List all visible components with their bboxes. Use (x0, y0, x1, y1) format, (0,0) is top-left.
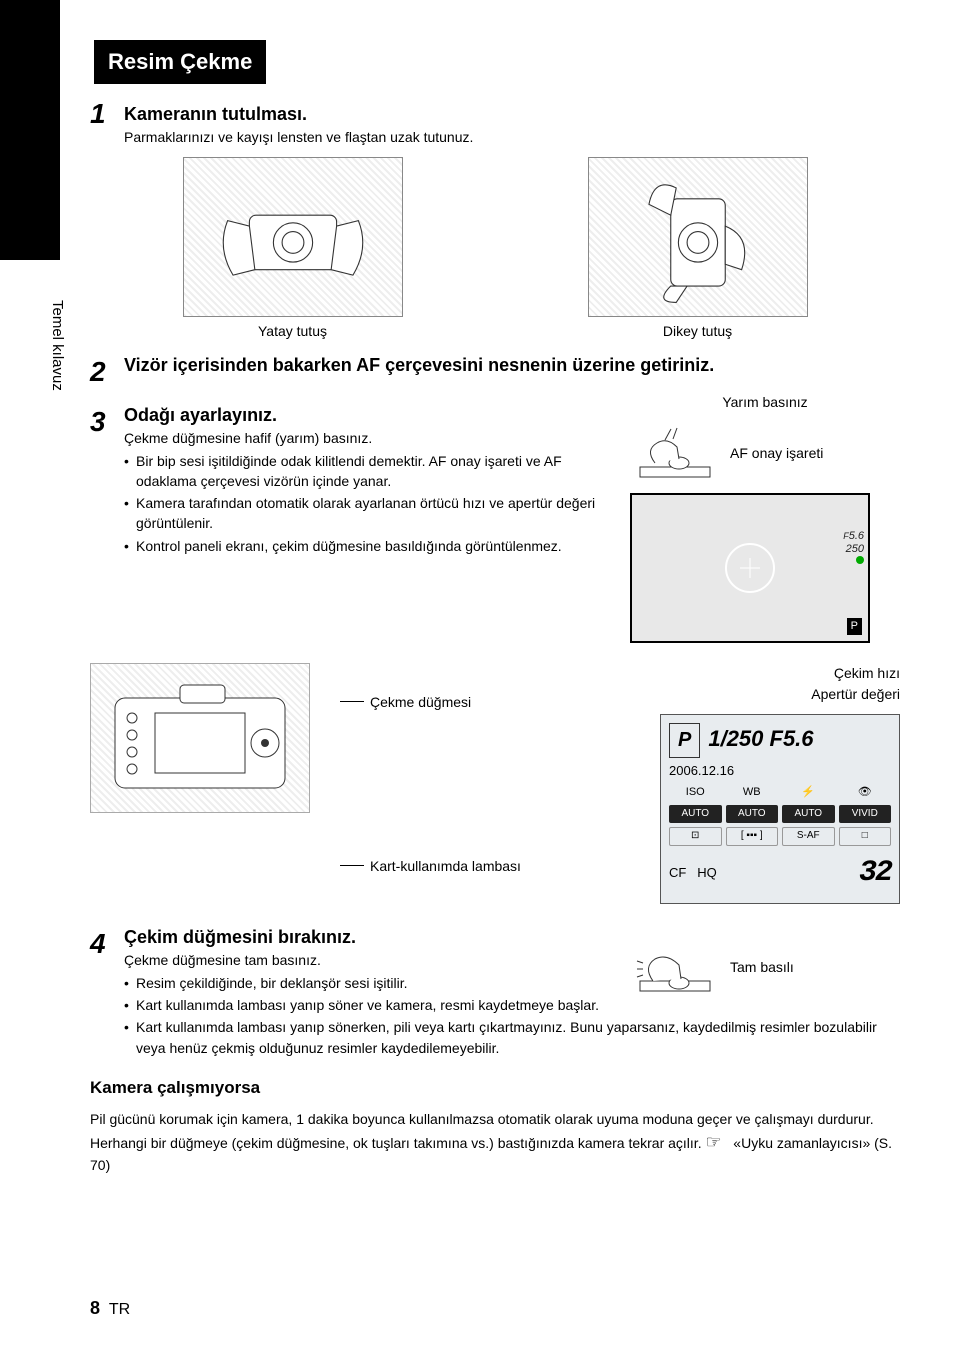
step-3-heading: Odağı ayarlayınız. (124, 402, 610, 428)
shutter-speed-label: Çekim hızı (834, 663, 900, 683)
side-tab-label: Temel kılavuz (46, 300, 68, 391)
lcd-count: 32 (859, 852, 891, 896)
aperture-value-label: Apertür değeri (811, 684, 900, 704)
step-4-bullet-3: Kart kullanımda lambası yanıp sönerken, … (136, 1017, 900, 1058)
half-press-label: Yarım basınız (630, 392, 900, 412)
lcd-head-iso: ISO (669, 785, 722, 801)
af-mark-label: AF onay işareti (730, 443, 823, 463)
lcd-flash-val: AUTO (782, 805, 835, 824)
illustration-vertical-caption: Dikey tutuş (588, 321, 808, 341)
card-lamp-label: Kart-kullanımda lambası (370, 856, 521, 876)
step-1-subtext: Parmaklarınızı ve kayışı lensten ve flaş… (124, 127, 900, 147)
full-press-label: Tam basılı (730, 957, 794, 977)
step-3-bullet-1: Bir bip sesi işitildiğinde odak kilitlen… (136, 451, 610, 492)
illustration-horizontal-caption: Yatay tutuş (183, 321, 403, 341)
step-4-bullet-2: Kart kullanımda lambası yanıp söner ve k… (136, 995, 599, 1015)
illustration-horizontal-grip (183, 157, 403, 317)
step-3-bullet-3: Kontrol paneli ekranı, çekim düğmesine b… (136, 536, 562, 556)
lcd-mode: P (669, 723, 700, 758)
lcd-color-val: VIVID (839, 805, 892, 824)
step-4-line-a: Çekme düğmesine tam basınız. (124, 950, 610, 970)
lcd-hq: HQ (697, 865, 717, 880)
lcd-iso-val: AUTO (669, 805, 722, 824)
side-black-tab (0, 0, 60, 260)
step-4-heading: Çekim düğmesini bırakınız. (124, 924, 610, 950)
lcd-control-panel: P 1/250 F5.6 2006.12.16 ISO WB ⚡ 👁 AUTO … (660, 714, 900, 904)
lcd-drive-val: □ (839, 827, 892, 846)
noworking-heading: Kamera çalışmıyorsa (90, 1076, 900, 1101)
step-2-heading: Vizör içerisinden bakarken AF çerçevesin… (124, 352, 900, 378)
page-title: Resim Çekme (94, 40, 266, 84)
page-lang: TR (109, 1301, 130, 1318)
vf-mode: P (847, 618, 862, 636)
step-3-bullet-2: Kamera tarafından otomatik olarak ayarla… (136, 493, 610, 534)
page-number: 8 (90, 1298, 100, 1318)
camera-back-drawing (90, 663, 310, 813)
page-footer: 8 TR (90, 1295, 130, 1321)
lcd-cf: CF (669, 865, 686, 880)
step-3-line-a: Çekme düğmesine hafif (yarım) basınız. (124, 428, 610, 448)
viewfinder-preview: F5.6 250 P (630, 493, 870, 643)
reference-icon: ☞ (705, 1132, 721, 1152)
step-4-bullet-1: Resim çekildiğinde, bir deklanşör sesi i… (136, 973, 408, 993)
lcd-shutter: 1/250 F5.6 (708, 723, 813, 755)
lcd-head-redeye: 👁 (839, 785, 892, 801)
vf-aperture: 5.6 (849, 530, 864, 542)
lcd-date: 2006.12.16 (669, 762, 891, 781)
lcd-meter-val: ⊡ (669, 827, 722, 846)
lcd-head-wb: WB (726, 785, 779, 801)
lcd-afmode-val: S-AF (782, 827, 835, 846)
lcd-afarea-val: [ ▪▪▪ ] (726, 827, 779, 846)
step-1-number: 1 (90, 94, 124, 135)
lcd-head-flash: ⚡ (782, 785, 835, 801)
lcd-wb-val: AUTO (726, 805, 779, 824)
half-press-icon (630, 420, 720, 485)
af-confirm-dot (856, 556, 864, 564)
shutter-button-label: Çekme düğmesi (370, 692, 471, 712)
full-press-icon (630, 934, 720, 999)
step-1-heading: Kameranın tutulması. (124, 94, 900, 127)
step-3-number: 3 (90, 402, 124, 443)
vf-speed: 250 (843, 543, 864, 555)
step-2-number: 2 (90, 352, 124, 393)
step-4-number: 4 (90, 924, 124, 965)
illustration-vertical-grip (588, 157, 808, 317)
